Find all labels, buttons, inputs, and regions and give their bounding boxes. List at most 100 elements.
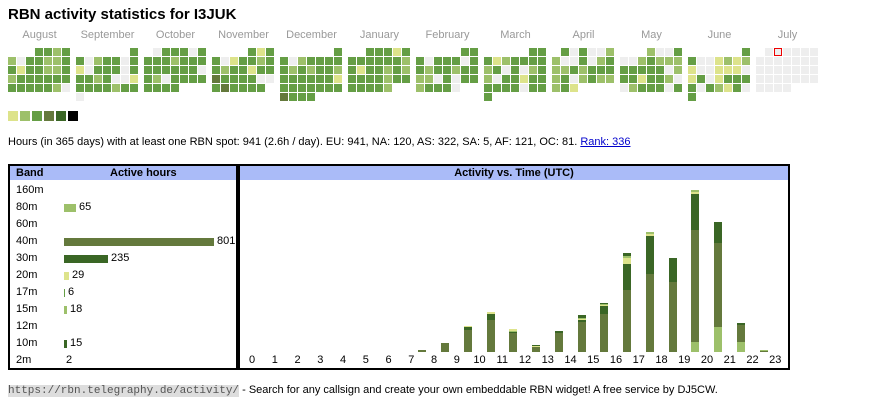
day-cell[interactable] xyxy=(248,57,256,65)
day-cell[interactable] xyxy=(579,66,587,74)
day-cell[interactable] xyxy=(597,48,605,56)
day-cell[interactable] xyxy=(289,75,297,83)
day-cell[interactable] xyxy=(239,75,247,83)
day-cell[interactable] xyxy=(765,57,773,65)
day-cell[interactable] xyxy=(801,48,809,56)
day-cell[interactable] xyxy=(561,66,569,74)
day-cell[interactable] xyxy=(180,57,188,65)
day-cell[interactable] xyxy=(665,84,673,92)
day-cell[interactable] xyxy=(171,66,179,74)
day-cell[interactable] xyxy=(774,75,782,83)
day-cell[interactable] xyxy=(810,75,818,83)
day-cell[interactable] xyxy=(198,48,206,56)
day-cell[interactable] xyxy=(810,57,818,65)
day-cell[interactable] xyxy=(724,57,732,65)
day-cell[interactable] xyxy=(248,66,256,74)
day-cell[interactable] xyxy=(443,75,451,83)
day-cell[interactable] xyxy=(94,66,102,74)
day-cell[interactable] xyxy=(606,57,614,65)
day-cell[interactable] xyxy=(325,66,333,74)
day-cell[interactable] xyxy=(62,48,70,56)
day-cell[interactable] xyxy=(561,84,569,92)
day-cell[interactable] xyxy=(493,66,501,74)
day-cell[interactable] xyxy=(774,66,782,74)
day-cell[interactable] xyxy=(121,75,129,83)
day-cell[interactable] xyxy=(198,57,206,65)
day-cell[interactable] xyxy=(289,93,297,101)
day-cell[interactable] xyxy=(674,48,682,56)
day-cell[interactable] xyxy=(162,84,170,92)
day-cell[interactable] xyxy=(8,66,16,74)
day-cell[interactable] xyxy=(375,57,383,65)
day-cell[interactable] xyxy=(402,57,410,65)
day-cell[interactable] xyxy=(189,48,197,56)
day-cell[interactable] xyxy=(706,84,714,92)
day-cell[interactable] xyxy=(688,75,696,83)
day-cell[interactable] xyxy=(579,48,587,56)
day-cell[interactable] xyxy=(620,66,628,74)
day-cell[interactable] xyxy=(656,75,664,83)
day-cell[interactable] xyxy=(570,48,578,56)
day-cell[interactable] xyxy=(656,66,664,74)
day-cell[interactable] xyxy=(62,66,70,74)
day-cell[interactable] xyxy=(384,48,392,56)
day-cell[interactable] xyxy=(26,66,34,74)
day-cell[interactable] xyxy=(8,84,16,92)
day-cell[interactable] xyxy=(393,75,401,83)
day-cell[interactable] xyxy=(334,66,342,74)
day-cell[interactable] xyxy=(484,75,492,83)
day-cell[interactable] xyxy=(434,75,442,83)
day-cell[interactable] xyxy=(298,84,306,92)
day-cell[interactable] xyxy=(53,57,61,65)
day-cell[interactable] xyxy=(588,66,596,74)
day-cell[interactable] xyxy=(647,75,655,83)
day-cell[interactable] xyxy=(76,66,84,74)
day-cell[interactable] xyxy=(647,57,655,65)
day-cell[interactable] xyxy=(221,84,229,92)
day-cell[interactable] xyxy=(733,84,741,92)
day-cell[interactable] xyxy=(35,75,43,83)
day-cell[interactable] xyxy=(112,75,120,83)
day-cell[interactable] xyxy=(130,66,138,74)
day-cell[interactable] xyxy=(529,75,537,83)
day-cell[interactable] xyxy=(366,57,374,65)
day-cell[interactable] xyxy=(17,57,25,65)
day-cell[interactable] xyxy=(103,75,111,83)
day-cell[interactable] xyxy=(756,57,764,65)
day-cell[interactable] xyxy=(384,75,392,83)
day-cell[interactable] xyxy=(765,84,773,92)
day-cell[interactable] xyxy=(688,57,696,65)
day-cell[interactable] xyxy=(103,57,111,65)
day-cell[interactable] xyxy=(307,84,315,92)
day-cell[interactable] xyxy=(230,66,238,74)
day-cell[interactable] xyxy=(774,84,782,92)
day-cell[interactable] xyxy=(697,57,705,65)
day-cell[interactable] xyxy=(316,84,324,92)
day-cell[interactable] xyxy=(579,75,587,83)
day-cell[interactable] xyxy=(221,75,229,83)
day-cell[interactable] xyxy=(393,66,401,74)
day-cell[interactable] xyxy=(62,57,70,65)
day-cell[interactable] xyxy=(94,84,102,92)
day-cell[interactable] xyxy=(443,66,451,74)
day-cell[interactable] xyxy=(706,75,714,83)
day-cell[interactable] xyxy=(357,75,365,83)
day-cell[interactable] xyxy=(257,84,265,92)
day-cell[interactable] xyxy=(316,66,324,74)
day-cell[interactable] xyxy=(647,66,655,74)
day-cell[interactable] xyxy=(112,84,120,92)
day-cell[interactable] xyxy=(325,84,333,92)
day-cell[interactable] xyxy=(375,66,383,74)
day-cell[interactable] xyxy=(452,66,460,74)
day-cell[interactable] xyxy=(470,66,478,74)
day-cell[interactable] xyxy=(493,57,501,65)
day-cell[interactable] xyxy=(334,57,342,65)
day-cell[interactable] xyxy=(384,66,392,74)
day-cell[interactable] xyxy=(665,48,673,56)
day-cell[interactable] xyxy=(688,66,696,74)
day-cell[interactable] xyxy=(334,48,342,56)
day-cell[interactable] xyxy=(266,75,274,83)
day-cell[interactable] xyxy=(470,57,478,65)
day-cell[interactable] xyxy=(792,48,800,56)
day-cell[interactable] xyxy=(53,84,61,92)
